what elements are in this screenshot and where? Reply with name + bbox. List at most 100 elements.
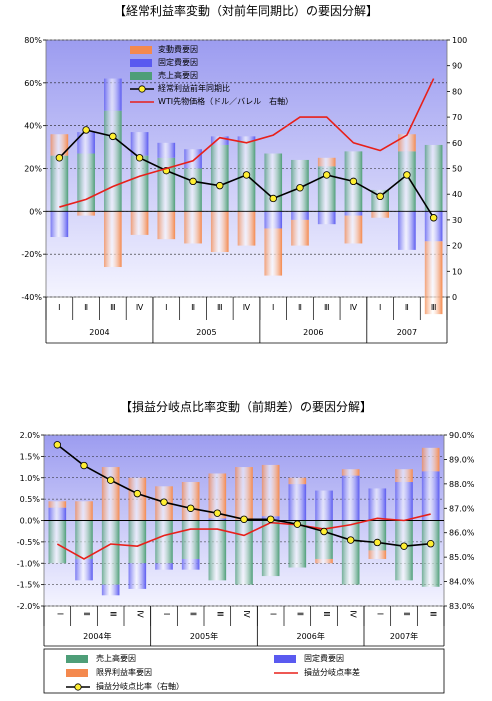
bar-c2-s1-14 <box>421 471 440 521</box>
bar-c2-s2-6 <box>208 473 227 519</box>
bar-c2-s2-3 <box>128 477 147 521</box>
y-tick-label: -1.5% <box>17 581 41 590</box>
category-label: Ⅳ <box>242 610 251 618</box>
year-label: 2004年 <box>83 631 111 641</box>
chart2-title: 【損益分岐点比率変動（前期差）の要因分解】 <box>119 400 372 414</box>
category-label: Ⅰ <box>165 303 167 312</box>
legend-label: 固定費要因 <box>158 57 198 67</box>
legend-marker <box>74 683 82 691</box>
bar-c2-s2-1 <box>75 501 93 521</box>
category-label: Ⅱ <box>82 612 91 616</box>
y2-tick-label: 60 <box>452 139 462 148</box>
bar-c2-s1-4 <box>155 563 173 570</box>
chart2-canvas: -2.0% -1.5% -1.0% -0.5% 0.0% 0.5% 1.0% 1.5% 2.0%… <box>17 431 475 694</box>
chart1-canvas: -40% -20% 0% 20% 40% 60% 80% 0 10 20 30 40 50 60 70 80 9… <box>21 36 467 344</box>
legend-swatch <box>274 655 296 663</box>
bar-c2-s0-14 <box>421 520 440 587</box>
category-label: Ⅰ <box>55 613 64 615</box>
legend-swatch <box>66 669 88 677</box>
series-line-c2-0 <box>56 513 431 560</box>
year-label: 2007年 <box>390 631 418 641</box>
y-tick-label: -0.5% <box>17 538 41 547</box>
line-point-c2-0 <box>53 441 62 449</box>
y-tick-label: 60% <box>24 79 42 88</box>
bar-c2-s0-0 <box>48 520 67 564</box>
legend-label: 経常利益前年同期比 <box>158 83 230 93</box>
bar-c2-s2-9 <box>288 477 307 485</box>
bar-c1-s1-11 <box>344 211 363 216</box>
line-point-c1-13 <box>403 171 411 179</box>
bar-c2-s1-1 <box>75 558 93 581</box>
category-label: Ⅰ <box>269 613 278 615</box>
bar-c2-s0-10 <box>315 520 333 559</box>
bar-c2-s0-9 <box>288 520 307 568</box>
line-point-c1-10 <box>323 171 331 179</box>
y-tick-label: -20% <box>21 250 42 259</box>
bar-c1-s0-4 <box>157 211 176 240</box>
bar-c2-s2-10 <box>315 558 333 564</box>
bar-c1-s1-7 <box>237 136 256 141</box>
y2-tick-label: 50 <box>452 165 462 174</box>
line-point-c1-3 <box>135 154 144 162</box>
bar-c1-s2-4 <box>157 157 176 212</box>
bar-c2-s0-7 <box>235 520 253 585</box>
bar-c1-s0-2 <box>104 211 122 268</box>
y2-tick-label: 90 <box>452 62 462 71</box>
category-label: Ⅰ <box>162 613 171 615</box>
y2-tick-label: 100 <box>452 36 467 45</box>
y2-tick-label: 20 <box>452 242 462 251</box>
bar-c2-s0-13 <box>395 520 413 581</box>
line-point-c1-6 <box>216 181 224 190</box>
line-point-c1-1 <box>82 126 90 134</box>
bar-c2-s2-5 <box>181 482 200 521</box>
line-point-c2-12 <box>373 538 382 547</box>
y2-tick-label: 87.0% <box>449 504 475 513</box>
legend-label: 変動費要因 <box>158 44 198 54</box>
legend-label: 固定費要因 <box>304 653 344 663</box>
bar-c2-s0-6 <box>208 520 227 581</box>
line-point-c1-5 <box>189 177 197 186</box>
line-point-c2-3 <box>133 489 142 498</box>
bar-c2-s2-2 <box>101 467 120 521</box>
bar-c2-s2-7 <box>235 467 253 521</box>
bar-c1-s2-8 <box>264 153 283 212</box>
legend-label: 売上高要因 <box>96 653 136 663</box>
legend-box <box>43 648 445 694</box>
category-label: Ⅰ <box>375 613 384 615</box>
year-label: 2005 <box>196 328 216 337</box>
y2-tick-label: 84.0% <box>449 578 475 587</box>
bar-c1-s1-6 <box>210 136 229 145</box>
line-point-c2-10 <box>320 527 328 536</box>
bar-c1-s1-13 <box>398 211 416 250</box>
line-point-c1-0 <box>55 154 64 162</box>
y2-tick-label: 30 <box>452 216 462 225</box>
bar-c2-s1-0 <box>48 507 67 521</box>
bar-c1-s2-13 <box>398 151 416 212</box>
legend-swatch <box>130 59 152 67</box>
category-label: Ⅱ <box>402 612 411 616</box>
line-point-c2-1 <box>80 461 88 470</box>
y-tick-label: 0.0% <box>20 517 41 526</box>
bar-c1-s2-2 <box>104 110 122 212</box>
bar-c1-s2-14 <box>424 144 443 212</box>
legend-label: 損益分岐点比率（右軸） <box>96 681 184 691</box>
legend-label: 損益分岐点率差 <box>304 667 360 677</box>
bar-c1-s1-0 <box>50 211 69 238</box>
year-label: 2005年 <box>190 631 218 641</box>
bar-c1-s1-5 <box>184 149 202 169</box>
category-label: Ⅰ <box>272 303 274 312</box>
category-label: Ⅲ <box>429 611 438 617</box>
bar-c1-s0-9 <box>291 219 309 246</box>
line-point-c2-2 <box>106 476 115 484</box>
category-label: Ⅳ <box>349 610 358 618</box>
line-point-c2-8 <box>266 515 275 523</box>
category-label: Ⅰ <box>379 303 381 312</box>
line-point-c1-7 <box>242 171 251 179</box>
y2-tick-label: 40 <box>452 190 462 199</box>
year-label: 2006 <box>303 328 323 337</box>
legend-label: 売上高要因 <box>158 70 198 80</box>
bar-c1-s1-2 <box>104 78 122 111</box>
y2-tick-label: 0 <box>452 293 457 302</box>
y2-tick-label: 10 <box>452 267 462 276</box>
bar-c2-s1-6 <box>208 518 227 521</box>
